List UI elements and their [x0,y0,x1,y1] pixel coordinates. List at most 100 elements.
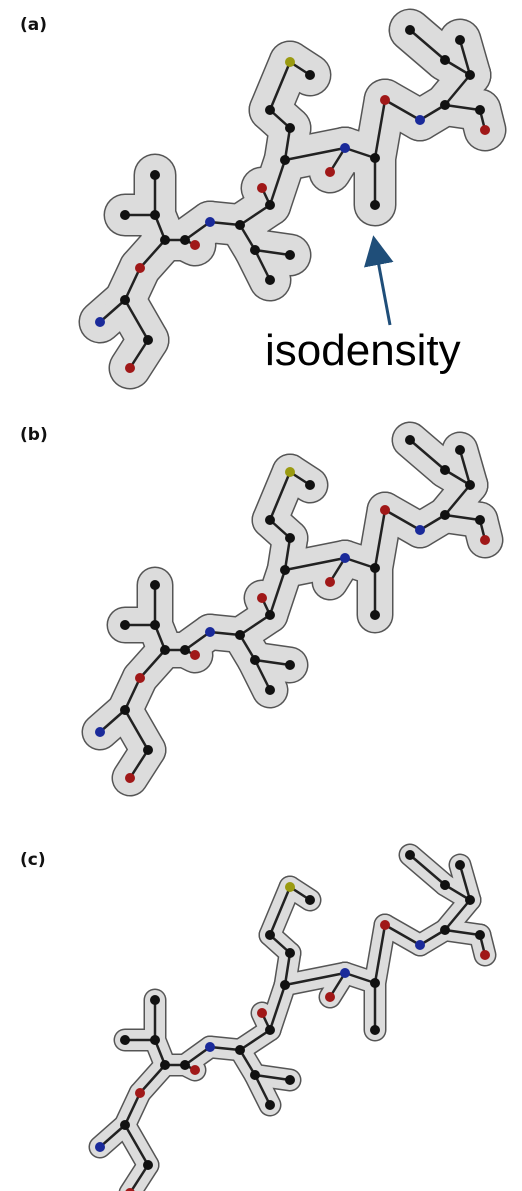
atom [415,940,425,950]
atom [95,1142,105,1152]
atom [285,533,295,543]
atom [180,1060,190,1070]
atom [120,1120,130,1130]
panel-b [95,435,490,783]
atom [455,35,465,45]
atom [235,220,245,230]
atom [440,925,450,935]
atom [250,1070,260,1080]
atom [465,895,475,905]
atom [370,200,380,210]
atom [285,1075,295,1085]
atom [143,1160,153,1170]
atom [380,920,390,930]
atom [305,70,315,80]
atom [120,705,130,715]
atom [265,685,275,695]
atom [95,317,105,327]
atom [370,1025,380,1035]
atom [265,930,275,940]
atom [265,200,275,210]
atom [405,25,415,35]
atom [257,593,267,603]
panel-label: (c) [20,850,46,870]
atom [250,245,260,255]
atom [440,100,450,110]
atom [415,525,425,535]
atom [370,563,380,573]
atom [150,170,160,180]
atom [265,105,275,115]
atom [135,263,145,273]
atom [285,467,295,477]
atom [265,515,275,525]
atom [150,620,160,630]
atom [205,217,215,227]
atom [265,1025,275,1035]
figure: (a) (b) (c) isodensity [0,0,522,1191]
atom [257,183,267,193]
panel-label: (a) [20,15,47,35]
atom [180,645,190,655]
atom [285,660,295,670]
atom [235,630,245,640]
atom [190,1065,200,1075]
atom [190,650,200,660]
atom [265,610,275,620]
atom [405,850,415,860]
atom [205,1042,215,1052]
atom [440,880,450,890]
atom [340,143,350,153]
atom [285,123,295,133]
atom [143,745,153,755]
atom [280,155,290,165]
atom [285,250,295,260]
atom [280,565,290,575]
atom [120,1035,130,1045]
atom [205,627,215,637]
panel-c [95,850,490,1191]
atom [135,673,145,683]
atom [305,480,315,490]
atom [265,275,275,285]
atom [455,860,465,870]
atom [475,515,485,525]
atom [440,465,450,475]
atom [475,105,485,115]
atom [465,480,475,490]
atom [465,70,475,80]
atom [180,235,190,245]
atom [325,167,335,177]
atom [285,948,295,958]
atom [190,240,200,250]
atom [480,125,490,135]
atom [160,1060,170,1070]
atom [480,535,490,545]
atom [440,510,450,520]
atom [325,992,335,1002]
atom [455,445,465,455]
atom [440,55,450,65]
atom [160,235,170,245]
atom [415,115,425,125]
atom [340,968,350,978]
atom [370,978,380,988]
atom [120,210,130,220]
atom [325,577,335,587]
atom [405,435,415,445]
atom [95,727,105,737]
atom [380,505,390,515]
atom [280,980,290,990]
atom [150,1035,160,1045]
atom [475,930,485,940]
atom [250,655,260,665]
atom [380,95,390,105]
atom [120,620,130,630]
atom [143,335,153,345]
atom [480,950,490,960]
atom [125,773,135,783]
atom [135,1088,145,1098]
atom [370,610,380,620]
atom [285,57,295,67]
panel-label: (b) [20,425,48,445]
